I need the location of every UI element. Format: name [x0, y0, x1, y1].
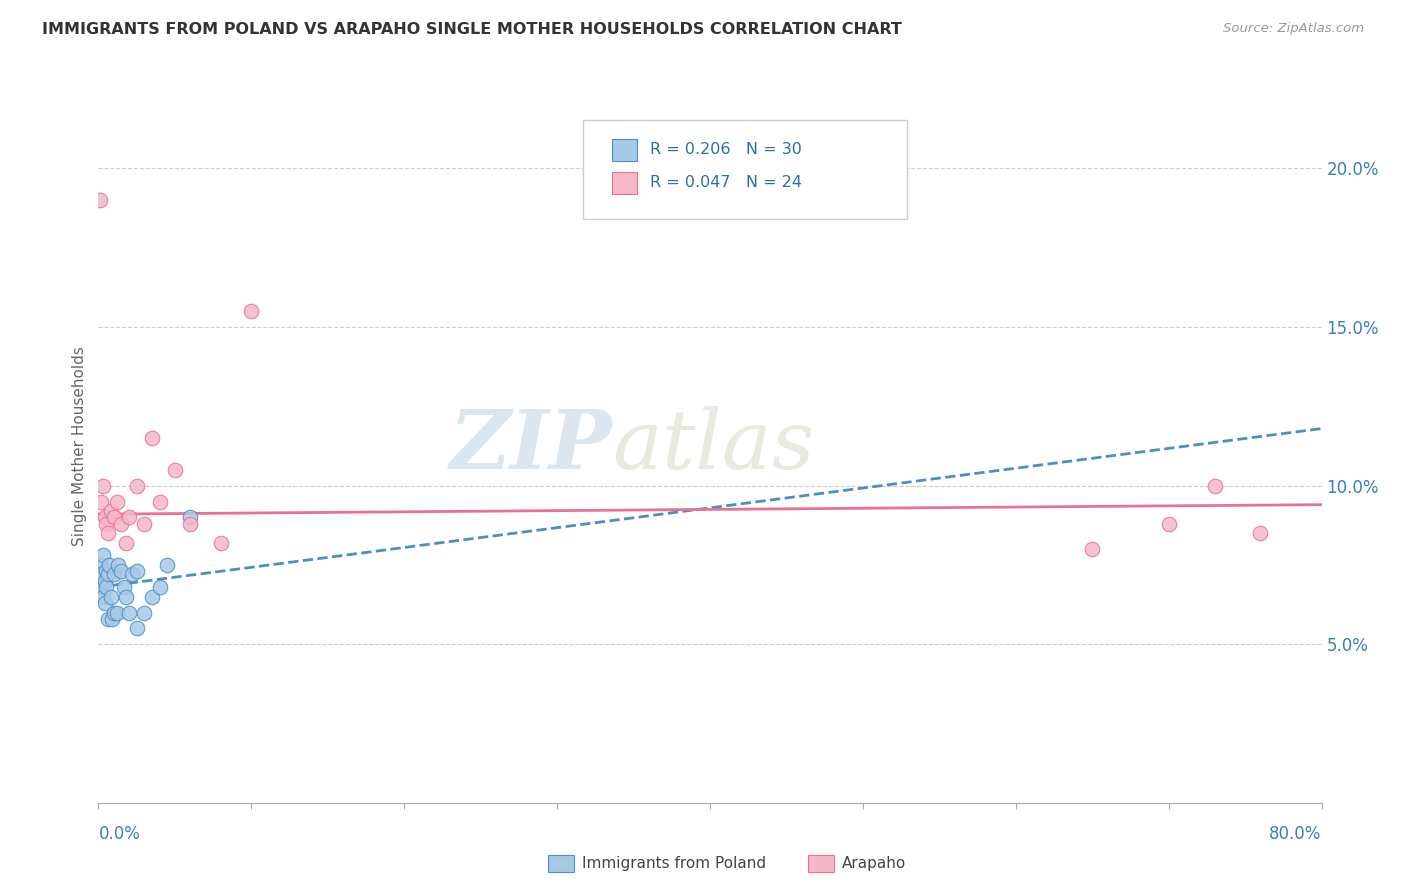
- Point: [89, 193, 111, 207]
- Text: R = 0.047   N = 24: R = 0.047 N = 24: [650, 176, 801, 190]
- Text: Arapaho: Arapaho: [842, 856, 907, 871]
- Point: [98, 558, 121, 572]
- Text: atlas: atlas: [612, 406, 814, 486]
- Point: [163, 463, 186, 477]
- Text: ZIP: ZIP: [450, 406, 612, 486]
- Point: [240, 304, 263, 318]
- Y-axis label: Single Mother Households: Single Mother Households: [72, 346, 87, 546]
- Point: [118, 606, 141, 620]
- Point: [93, 510, 115, 524]
- Point: [93, 574, 115, 588]
- Point: [125, 478, 148, 492]
- Point: [115, 535, 138, 549]
- Point: [93, 596, 115, 610]
- Point: [91, 478, 114, 492]
- Point: [1081, 542, 1104, 557]
- Text: Immigrants from Poland: Immigrants from Poland: [582, 856, 766, 871]
- Point: [179, 510, 201, 524]
- Point: [125, 564, 148, 578]
- Point: [100, 590, 122, 604]
- Point: [1204, 478, 1226, 492]
- Point: [94, 516, 117, 531]
- Point: [141, 431, 163, 445]
- Point: [97, 612, 120, 626]
- Point: [91, 590, 114, 604]
- Point: [105, 606, 128, 620]
- Point: [156, 558, 179, 572]
- Point: [90, 567, 112, 582]
- Point: [90, 580, 112, 594]
- Point: [90, 494, 112, 508]
- Point: [121, 567, 143, 582]
- Text: IMMIGRANTS FROM POLAND VS ARAPAHO SINGLE MOTHER HOUSEHOLDS CORRELATION CHART: IMMIGRANTS FROM POLAND VS ARAPAHO SINGLE…: [42, 22, 903, 37]
- Point: [134, 606, 156, 620]
- Point: [179, 516, 201, 531]
- Point: [134, 516, 156, 531]
- Point: [103, 510, 125, 524]
- Point: [112, 580, 135, 594]
- Point: [1249, 526, 1271, 541]
- Point: [115, 590, 138, 604]
- Point: [110, 516, 132, 531]
- Point: [209, 535, 232, 549]
- Text: R = 0.206   N = 30: R = 0.206 N = 30: [650, 143, 801, 157]
- Point: [103, 567, 125, 582]
- Point: [149, 494, 172, 508]
- Point: [118, 510, 141, 524]
- Point: [125, 621, 148, 635]
- Point: [91, 549, 114, 563]
- Point: [149, 580, 172, 594]
- Point: [89, 558, 111, 572]
- Point: [94, 580, 117, 594]
- Point: [103, 606, 125, 620]
- Point: [1157, 516, 1180, 531]
- Point: [110, 564, 132, 578]
- Point: [107, 558, 129, 572]
- Point: [94, 564, 117, 578]
- Point: [101, 612, 124, 626]
- Point: [100, 504, 122, 518]
- Text: Source: ZipAtlas.com: Source: ZipAtlas.com: [1223, 22, 1364, 36]
- Point: [141, 590, 163, 604]
- Point: [97, 526, 120, 541]
- Point: [105, 494, 128, 508]
- Text: 0.0%: 0.0%: [98, 825, 141, 843]
- Text: 80.0%: 80.0%: [1270, 825, 1322, 843]
- Point: [97, 567, 120, 582]
